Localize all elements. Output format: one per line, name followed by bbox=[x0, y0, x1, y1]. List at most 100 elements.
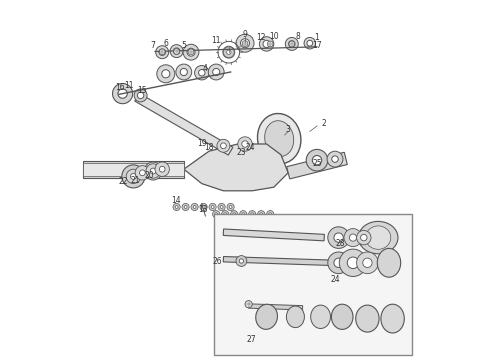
Circle shape bbox=[140, 170, 145, 176]
Text: 3: 3 bbox=[286, 125, 291, 134]
Ellipse shape bbox=[356, 305, 379, 332]
Circle shape bbox=[349, 234, 357, 241]
Text: 25: 25 bbox=[312, 159, 322, 168]
Circle shape bbox=[242, 213, 245, 216]
Circle shape bbox=[213, 211, 220, 218]
Circle shape bbox=[173, 203, 180, 211]
Text: 16: 16 bbox=[115, 83, 124, 92]
Polygon shape bbox=[223, 257, 332, 265]
Text: 14: 14 bbox=[171, 196, 181, 205]
Ellipse shape bbox=[366, 226, 391, 249]
Circle shape bbox=[285, 37, 298, 50]
Circle shape bbox=[198, 69, 205, 76]
Circle shape bbox=[200, 203, 207, 211]
Circle shape bbox=[227, 203, 234, 211]
Ellipse shape bbox=[265, 121, 294, 157]
Text: 5: 5 bbox=[181, 41, 186, 50]
Polygon shape bbox=[83, 163, 184, 175]
Text: 12: 12 bbox=[256, 33, 266, 42]
Circle shape bbox=[327, 151, 343, 167]
Circle shape bbox=[218, 203, 225, 211]
Text: 28: 28 bbox=[336, 239, 345, 248]
Text: 24: 24 bbox=[245, 143, 255, 152]
Circle shape bbox=[215, 213, 218, 216]
Circle shape bbox=[267, 211, 274, 218]
Circle shape bbox=[269, 213, 271, 216]
Circle shape bbox=[289, 41, 294, 47]
Circle shape bbox=[134, 89, 147, 102]
Circle shape bbox=[175, 206, 178, 208]
Polygon shape bbox=[135, 93, 233, 155]
Ellipse shape bbox=[331, 304, 353, 329]
Text: 6: 6 bbox=[163, 40, 168, 49]
Circle shape bbox=[180, 68, 187, 76]
Circle shape bbox=[156, 46, 169, 59]
Circle shape bbox=[361, 234, 367, 241]
Text: 21: 21 bbox=[130, 176, 140, 185]
Circle shape bbox=[193, 206, 196, 208]
Text: 15: 15 bbox=[138, 86, 147, 95]
Circle shape bbox=[224, 213, 227, 216]
FancyBboxPatch shape bbox=[215, 214, 413, 355]
Text: 19: 19 bbox=[197, 139, 207, 148]
Circle shape bbox=[328, 227, 349, 248]
Circle shape bbox=[241, 39, 249, 48]
Circle shape bbox=[182, 203, 189, 211]
Circle shape bbox=[251, 213, 254, 216]
Circle shape bbox=[149, 167, 157, 175]
Circle shape bbox=[357, 252, 378, 274]
Text: 18: 18 bbox=[204, 143, 214, 152]
Ellipse shape bbox=[381, 304, 404, 333]
Circle shape bbox=[187, 48, 195, 56]
Circle shape bbox=[258, 211, 265, 218]
Text: 20: 20 bbox=[145, 171, 154, 180]
Circle shape bbox=[157, 65, 175, 83]
Circle shape bbox=[344, 229, 362, 247]
Circle shape bbox=[209, 203, 216, 211]
Circle shape bbox=[208, 64, 224, 80]
Ellipse shape bbox=[286, 306, 304, 328]
Circle shape bbox=[126, 169, 141, 184]
Text: 11: 11 bbox=[211, 36, 220, 45]
Circle shape bbox=[221, 211, 229, 218]
Circle shape bbox=[238, 137, 252, 151]
Circle shape bbox=[217, 139, 230, 152]
Circle shape bbox=[357, 230, 371, 245]
Circle shape bbox=[268, 41, 273, 47]
Polygon shape bbox=[287, 152, 347, 179]
Circle shape bbox=[242, 41, 248, 46]
Circle shape bbox=[113, 84, 133, 104]
Circle shape bbox=[174, 49, 179, 54]
Circle shape bbox=[170, 45, 183, 58]
Circle shape bbox=[259, 37, 274, 51]
Text: 23: 23 bbox=[237, 148, 246, 157]
Circle shape bbox=[159, 49, 166, 55]
Text: 24: 24 bbox=[330, 275, 340, 284]
Text: 11: 11 bbox=[124, 81, 134, 90]
Circle shape bbox=[122, 165, 145, 188]
Polygon shape bbox=[223, 229, 324, 241]
Circle shape bbox=[312, 156, 321, 165]
Circle shape bbox=[188, 49, 194, 55]
Circle shape bbox=[118, 89, 127, 98]
Circle shape bbox=[176, 64, 192, 80]
Circle shape bbox=[220, 143, 226, 149]
Circle shape bbox=[242, 141, 248, 147]
Circle shape bbox=[162, 70, 170, 78]
Circle shape bbox=[183, 44, 199, 60]
Text: 8: 8 bbox=[296, 32, 301, 41]
Circle shape bbox=[159, 49, 165, 55]
Text: 10: 10 bbox=[269, 32, 279, 41]
Text: 17: 17 bbox=[312, 41, 322, 50]
Circle shape bbox=[332, 156, 338, 162]
Circle shape bbox=[150, 168, 156, 174]
Text: 26: 26 bbox=[212, 256, 222, 266]
Text: 13: 13 bbox=[197, 205, 207, 214]
Text: 4: 4 bbox=[203, 64, 208, 73]
Polygon shape bbox=[83, 161, 184, 178]
Circle shape bbox=[135, 166, 149, 180]
Circle shape bbox=[130, 174, 136, 179]
Text: 22: 22 bbox=[119, 177, 128, 186]
Circle shape bbox=[245, 301, 252, 308]
Circle shape bbox=[236, 34, 254, 52]
